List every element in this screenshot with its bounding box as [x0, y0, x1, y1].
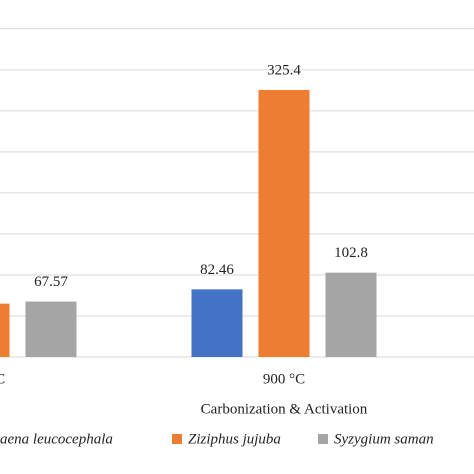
data-label: 67.57	[34, 274, 68, 290]
data-label: 102.8	[334, 245, 368, 261]
data-label: 325.4	[267, 62, 301, 78]
legend-swatch	[318, 434, 328, 444]
bar	[25, 301, 77, 357]
legend-label: aena leucocephala	[0, 431, 113, 447]
bar	[0, 303, 10, 357]
bar	[325, 272, 377, 357]
legend-label: Ziziphus jujuba	[188, 431, 281, 447]
data-label: 82.46	[200, 262, 234, 278]
bar	[258, 90, 310, 357]
legend-swatch	[172, 434, 182, 444]
x-axis-title: Carbonization & Activation	[201, 401, 368, 417]
x-tick-label: 900 °C	[263, 371, 305, 387]
legend-label: Syzygium saman	[334, 431, 434, 447]
bar	[191, 289, 243, 357]
x-tick-label: 800 °C	[0, 371, 5, 387]
